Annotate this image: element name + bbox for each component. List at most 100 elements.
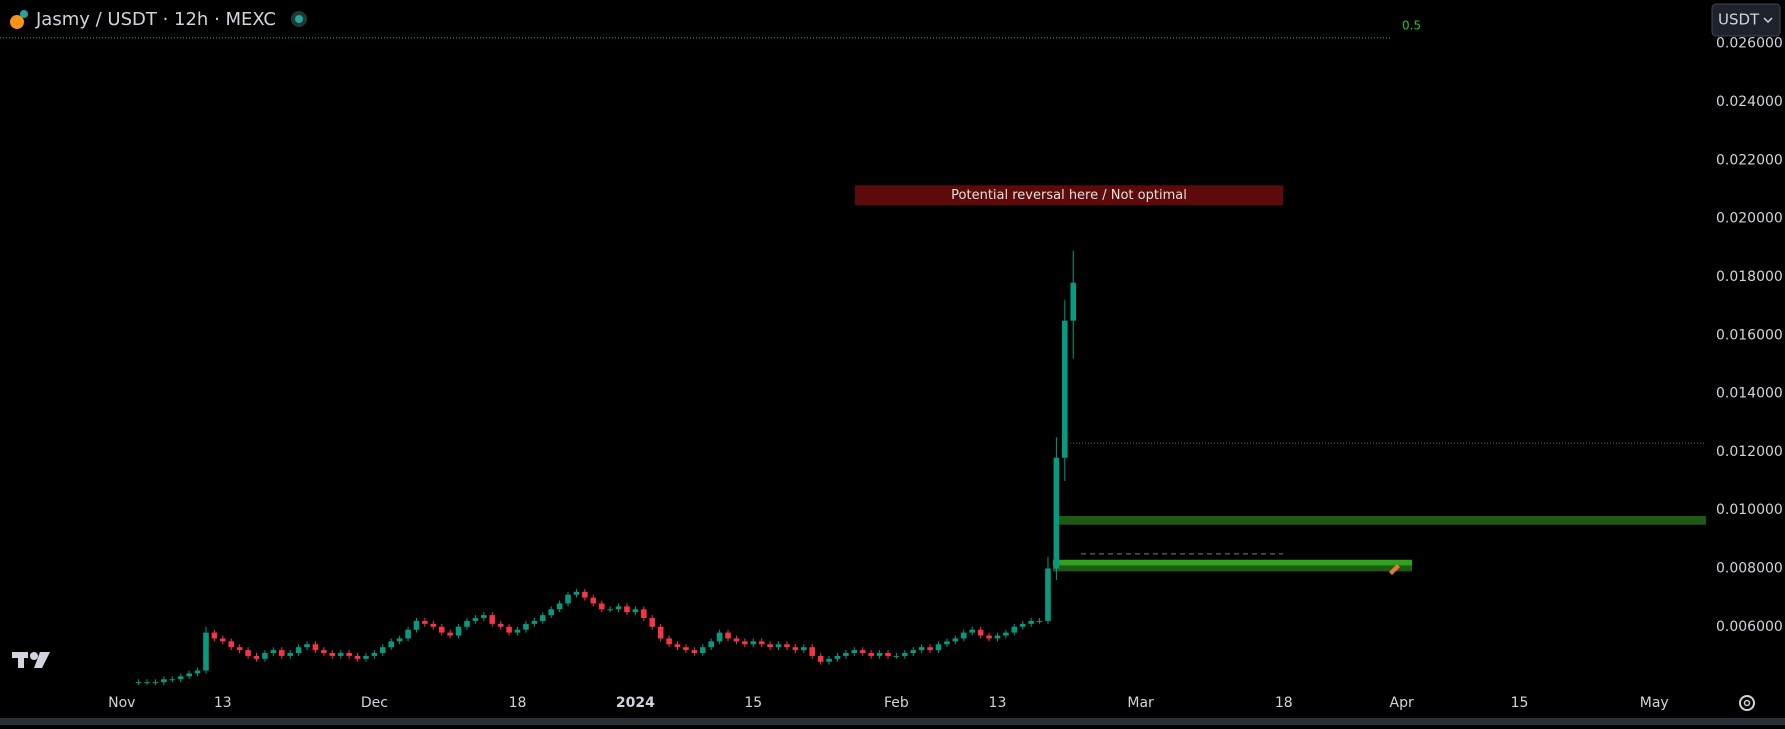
- candle-body: [750, 641, 757, 645]
- y-tick-label: 0.018000: [1716, 269, 1783, 285]
- candle-body: [969, 629, 975, 633]
- candle-body: [531, 620, 538, 624]
- x-tick-label: Dec: [361, 695, 388, 711]
- candle-body: [910, 650, 917, 654]
- candle-body: [1053, 457, 1060, 569]
- candle-body: [236, 647, 243, 651]
- candle-body: [455, 626, 462, 636]
- x-tick-label: Apr: [1390, 695, 1414, 711]
- candle-body: [1028, 620, 1034, 624]
- candle-body: [363, 655, 369, 659]
- candle-body: [413, 620, 420, 630]
- y-tick-label: 0.022000: [1716, 152, 1783, 168]
- symbol-icon-small: [20, 10, 28, 18]
- candle-body: [548, 609, 554, 616]
- candle-body: [1011, 626, 1018, 633]
- fib-level-label: 0.5: [1402, 18, 1421, 32]
- candle-body: [607, 609, 613, 611]
- x-tick-label: 15: [744, 695, 762, 711]
- candle-body: [826, 658, 832, 662]
- y-tick-label: 0.012000: [1716, 444, 1783, 460]
- x-tick-label: Feb: [884, 695, 909, 711]
- candle-body: [211, 632, 218, 639]
- candle-body: [598, 603, 605, 610]
- candle-body: [203, 632, 209, 671]
- candle-body: [699, 647, 706, 654]
- y-tick-label: 0.024000: [1716, 94, 1783, 110]
- candle-body: [902, 653, 908, 656]
- candle-body: [809, 647, 816, 656]
- candle-body: [885, 653, 891, 656]
- candle-body: [834, 655, 841, 659]
- logo-stem: [18, 652, 24, 668]
- y-tick-label: 0.010000: [1716, 502, 1783, 518]
- candle-body: [632, 609, 639, 613]
- candle-body: [228, 641, 235, 648]
- candle-body: [986, 635, 992, 639]
- candle-body: [817, 655, 824, 662]
- candle-body: [396, 638, 403, 642]
- x-tick-label: 15: [1511, 695, 1529, 711]
- annotation-text: Potential reversal here / Not optimal: [951, 188, 1187, 203]
- zone: [1053, 559, 1412, 566]
- settings-button[interactable]: [1739, 695, 1755, 711]
- candle-body: [657, 626, 664, 639]
- candle-body: [556, 603, 563, 610]
- candle-body: [405, 629, 411, 639]
- candle-body: [253, 655, 260, 659]
- candle-body: [918, 647, 925, 651]
- candle-body: [742, 641, 748, 645]
- candle-body: [497, 623, 504, 627]
- candle-body: [287, 653, 293, 656]
- y-tick-label: 0.026000: [1716, 36, 1783, 52]
- y-tick-label: 0.006000: [1716, 619, 1783, 635]
- candle-body: [354, 655, 361, 659]
- zone: [1053, 565, 1412, 572]
- candle-body: [481, 615, 487, 619]
- x-tick-label: 18: [1275, 695, 1293, 711]
- candle-body: [733, 638, 740, 642]
- candle-body: [161, 679, 167, 683]
- dropdown-arrow[interactable]: [1763, 17, 1773, 24]
- status-dot: [295, 15, 303, 23]
- chart-title: Jasmy / USDT · 12h · MEXC: [35, 9, 276, 30]
- candle-body: [590, 597, 597, 604]
- candle-body: [893, 655, 900, 657]
- x-tick-label: 18: [509, 695, 527, 711]
- quote-selector-label[interactable]: USDT: [1718, 11, 1760, 29]
- candle-body: [994, 635, 1001, 639]
- candle-body: [582, 591, 588, 598]
- candle-body: [758, 641, 765, 645]
- logo-slash: [34, 652, 50, 668]
- candle-body: [801, 647, 807, 651]
- x-tick-label: 2024: [616, 695, 655, 711]
- candle-body: [767, 644, 773, 648]
- candle-body: [245, 650, 251, 656]
- quote-selector[interactable]: [1711, 3, 1781, 37]
- candle-body: [843, 653, 849, 656]
- candle-body: [792, 647, 799, 651]
- candle-body: [952, 638, 959, 642]
- candle-body: [312, 644, 319, 651]
- tradingview-logo: [12, 652, 50, 668]
- candle-body: [135, 682, 142, 684]
- candle-body: [708, 641, 714, 648]
- y-tick-label: 0.008000: [1716, 560, 1783, 576]
- annotation-box: [855, 185, 1283, 206]
- y-tick-label: 0.014000: [1716, 386, 1783, 402]
- candle-body: [489, 615, 496, 624]
- x-tick-label: Mar: [1127, 695, 1154, 711]
- y-tick-label: 0.016000: [1716, 327, 1783, 343]
- candle-body: [337, 653, 344, 656]
- candle-body: [430, 623, 437, 627]
- symbol-icon: [10, 15, 24, 29]
- candle-body: [169, 679, 176, 681]
- settings-center[interactable]: [1743, 699, 1751, 707]
- candle-body: [1062, 320, 1068, 458]
- candle-body: [329, 653, 336, 656]
- candle-body: [674, 644, 681, 648]
- candle-body: [716, 632, 723, 642]
- candle-body: [944, 641, 950, 645]
- candle-body: [388, 641, 395, 648]
